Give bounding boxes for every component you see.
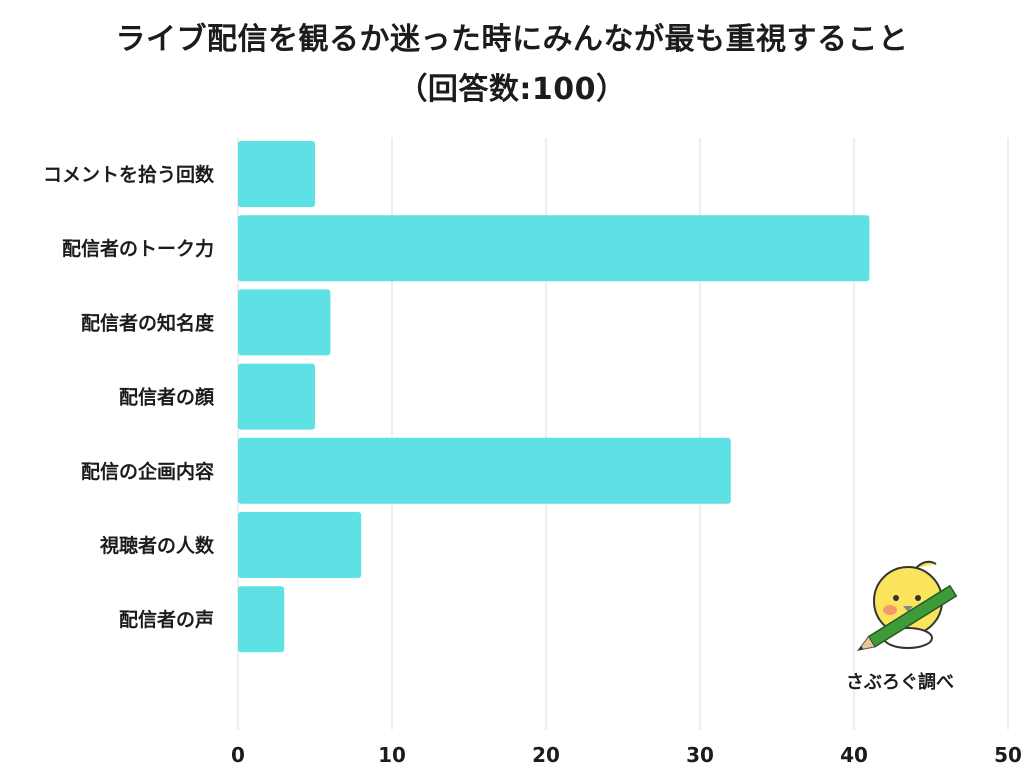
bar-5 <box>238 437 731 504</box>
bar-6 <box>238 512 362 578</box>
bird-mascot-icon <box>856 560 958 651</box>
source-credit: さぶろぐ調べ <box>846 672 954 693</box>
category-label: 配信者の知名度 <box>81 311 215 334</box>
x-tick-label: 50 <box>994 743 1022 767</box>
x-tick-label: 20 <box>532 743 560 767</box>
x-tick-label: 40 <box>840 743 868 767</box>
bar-1 <box>238 141 315 207</box>
bar-2 <box>238 215 870 282</box>
category-label: コメントを拾う回数 <box>43 163 215 186</box>
x-tick-label: 0 <box>231 743 245 767</box>
chart-subtitle: （回答数:100） <box>397 72 627 107</box>
x-tick-label: 30 <box>686 743 714 767</box>
bar-4 <box>238 363 315 430</box>
x-tick-label: 10 <box>378 743 406 767</box>
chart-title: ライブ配信を観るか迷った時にみんなが最も重視すること <box>115 22 909 57</box>
category-label: 配信者の顔 <box>119 386 215 409</box>
bar-7 <box>238 586 285 653</box>
category-label: 配信の企画内容 <box>81 460 214 483</box>
category-label: 配信者のトーク力 <box>62 237 214 260</box>
category-label: 配信者の声 <box>119 608 214 631</box>
category-label: 視聴者の人数 <box>99 534 215 557</box>
bar-3 <box>238 289 331 356</box>
